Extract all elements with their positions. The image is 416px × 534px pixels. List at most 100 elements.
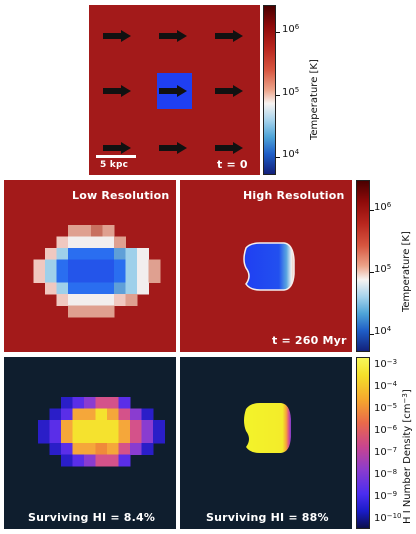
- low-res-temperature-cell: [91, 294, 103, 306]
- low-res-hi-cell: [95, 454, 108, 467]
- low-res-temperature-cell: [114, 236, 126, 249]
- colorbar-tick-mark: [276, 95, 280, 96]
- low-res-hi-cell: [118, 443, 131, 455]
- low-res-temperature-cell: [45, 271, 57, 283]
- low-res-temperature-cell: [56, 259, 69, 272]
- wind-arrow-icon: [159, 85, 187, 97]
- scale-bar-label: 5 kpc: [100, 160, 129, 170]
- panel-title: Low Resolution: [72, 189, 170, 202]
- low-res-temperature-cell: [91, 305, 103, 318]
- low-res-hi-cell: [95, 397, 108, 409]
- low-res-hi-cell: [130, 420, 142, 432]
- colorbar-tick-label: 10−10: [374, 512, 402, 524]
- low-res-hi-cell: [49, 443, 62, 455]
- low-res-temperature-cell: [125, 282, 138, 295]
- colorbar-tick-label: 105: [282, 86, 300, 98]
- low-res-temperature-cell: [91, 248, 103, 260]
- low-res-temperature-cell: [114, 294, 126, 306]
- low-res-hi-cell: [84, 408, 96, 421]
- low-res-temperature-cell: [148, 259, 161, 272]
- colorbar-axis-label: Temperature [K]: [401, 231, 412, 312]
- low-resolution-temperature-panel: Low Resolution: [4, 180, 176, 352]
- low-res-temperature-cell: [125, 294, 138, 306]
- low-res-temperature-cell: [91, 236, 103, 249]
- low-res-hi-cell: [61, 420, 73, 432]
- low-res-temperature-cell: [45, 259, 57, 272]
- low-res-hi-cell: [118, 454, 131, 467]
- low-res-hi-cell: [61, 408, 73, 421]
- low-res-hi-cell: [84, 420, 96, 432]
- low-res-temperature-cell: [68, 282, 80, 295]
- low-res-hi-cell: [107, 454, 119, 467]
- low-res-temperature-cell: [114, 248, 126, 260]
- high-resolution-temperature-panel: High Resolution t = 260 Myr: [180, 180, 352, 352]
- high-res-cloud: [243, 242, 295, 291]
- low-res-hi-cell: [118, 431, 131, 444]
- low-res-hi-cell: [107, 443, 119, 455]
- low-res-temperature-cell: [137, 282, 149, 295]
- low-res-temperature-cell: [79, 259, 92, 272]
- low-res-temperature-cell: [56, 271, 69, 283]
- colorbar-tick-label: 105: [374, 263, 392, 275]
- low-res-temperature-cell: [148, 271, 161, 283]
- low-res-hi-cell: [49, 431, 62, 444]
- colorbar-tick-mark: [370, 272, 374, 273]
- low-res-hi-cell: [61, 454, 73, 467]
- low-res-temperature-cell: [102, 248, 115, 260]
- wind-arrow-icon: [215, 85, 243, 97]
- surviving-hi-caption: Surviving HI = 8.4%: [28, 511, 156, 524]
- colorbar-tick-mark: [370, 334, 374, 335]
- low-res-temperature-cell: [68, 259, 80, 272]
- wind-arrow-icon: [159, 142, 187, 154]
- low-res-hi-cell: [107, 420, 119, 432]
- colorbar-tick-label: 10−3: [374, 358, 398, 370]
- low-res-hi-cell: [84, 397, 96, 409]
- low-res-temperature-cell: [79, 225, 92, 237]
- colorbar-tick-label: 10−8: [374, 468, 398, 480]
- scale-bar: [96, 155, 136, 158]
- low-res-hi-cell: [38, 431, 50, 444]
- low-res-hi-cell: [153, 431, 165, 444]
- low-res-hi-cell: [153, 420, 165, 432]
- colorbar-tick-label: 106: [374, 201, 392, 213]
- temperature-colorbar-bottom: [356, 180, 370, 352]
- low-res-hi-cell: [130, 408, 142, 421]
- low-res-temperature-cell: [79, 236, 92, 249]
- low-res-hi-cell: [72, 408, 85, 421]
- low-res-hi-cell: [130, 431, 142, 444]
- colorbar-tick-mark: [276, 32, 280, 33]
- low-res-hi-cell: [72, 397, 85, 409]
- wind-arrow-icon: [103, 142, 131, 154]
- high-resolution-hi-panel: Surviving HI = 88%: [180, 357, 352, 529]
- low-res-temperature-cell: [68, 271, 80, 283]
- low-res-temperature-cell: [68, 294, 80, 306]
- low-res-temperature-cell: [45, 282, 57, 295]
- low-res-hi-cell: [141, 443, 154, 455]
- low-res-temperature-cell: [125, 271, 138, 283]
- low-res-hi-cell: [49, 408, 62, 421]
- low-res-temperature-cell: [79, 282, 92, 295]
- colorbar-axis-label: H I Number Density [cm−3]: [401, 389, 413, 524]
- low-res-temperature-cell: [102, 225, 115, 237]
- low-res-temperature-cell: [68, 236, 80, 249]
- low-res-hi-cell: [118, 408, 131, 421]
- low-res-hi-cell: [107, 408, 119, 421]
- low-res-hi-cell: [118, 420, 131, 432]
- low-res-temperature-cell: [114, 282, 126, 295]
- low-res-hi-cell: [95, 408, 108, 421]
- low-res-temperature-cell: [102, 236, 115, 249]
- low-res-temperature-cell: [79, 305, 92, 318]
- low-res-hi-cell: [61, 397, 73, 409]
- low-res-temperature-cell: [91, 282, 103, 295]
- low-res-hi-cell: [95, 420, 108, 432]
- colorbar-tick-label: 10−4: [374, 380, 398, 392]
- colorbar-tick-label: 104: [374, 325, 392, 337]
- low-res-temperature-cell: [102, 294, 115, 306]
- low-res-hi-cell: [118, 397, 131, 409]
- low-res-hi-cell: [141, 420, 154, 432]
- low-res-hi-cell: [107, 431, 119, 444]
- initial-condition-panel: 5 kpc t = 0: [89, 5, 260, 175]
- temperature-colorbar-top: [263, 5, 276, 175]
- low-resolution-hi-panel: Surviving HI = 8.4%: [4, 357, 176, 529]
- low-res-temperature-cell: [102, 305, 115, 318]
